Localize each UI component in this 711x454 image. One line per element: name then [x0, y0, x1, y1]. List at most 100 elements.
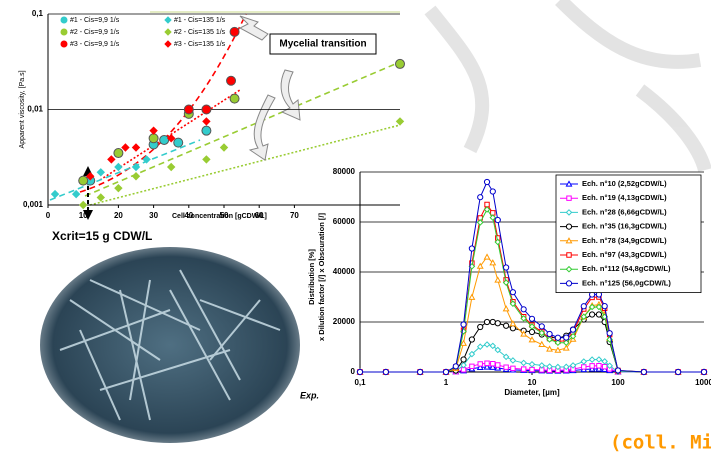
data-point: [676, 369, 681, 374]
x-tick-label: 100: [611, 378, 625, 387]
data-point: [485, 202, 489, 206]
x-tick-label: 10: [528, 378, 537, 387]
caption: Exp.: [300, 390, 319, 400]
data-point: [590, 364, 594, 368]
data-point: [590, 312, 595, 317]
data-point: [150, 127, 157, 134]
data-point: [133, 144, 140, 151]
data-point: [133, 173, 140, 180]
data-point: [547, 331, 552, 336]
data-point: [490, 319, 495, 324]
data-point: [470, 364, 474, 368]
data-point: [521, 307, 526, 312]
data-point: [203, 156, 210, 163]
data-point: [79, 176, 88, 185]
legend-label: #3 - Cis=9,9 1/s: [70, 41, 120, 48]
data-point: [615, 368, 620, 373]
data-point: [115, 163, 122, 170]
data-point: [469, 295, 474, 300]
data-point: [80, 202, 87, 209]
x-axis-label: Cell concentration [gCDW/L]: [172, 213, 267, 220]
data-point: [203, 118, 210, 125]
background-strokes: [430, 0, 705, 170]
slide: Mycelial transition Xcrit=15 g CDW/L Exp…: [0, 0, 711, 454]
legend-marker: [567, 253, 571, 257]
data-point: [122, 144, 129, 151]
data-point: [529, 362, 534, 367]
data-point: [590, 357, 595, 362]
data-point: [547, 346, 552, 351]
data-point: [530, 367, 534, 371]
data-point: [607, 331, 612, 336]
data-point: [484, 319, 489, 324]
x-tick-label: 30: [149, 211, 158, 220]
y-tick-label: 20000: [333, 317, 356, 326]
x-tick-label: 1: [444, 378, 449, 387]
data-point: [461, 357, 466, 362]
data-point: [555, 348, 560, 353]
legend-label: Ech. n°125 (56,0gCDW/L): [582, 278, 671, 287]
data-point: [511, 366, 515, 370]
x-tick-label: 1000: [695, 378, 711, 387]
y-axis-label: Apparent viscosity, [Pa.s]: [19, 70, 26, 148]
data-point: [469, 246, 474, 251]
legend-label: #3 - Cis=135 1/s: [174, 41, 226, 48]
data-point: [108, 156, 115, 163]
data-point: [73, 191, 80, 198]
data-point: [529, 329, 534, 334]
y-tick-label: 0: [351, 367, 356, 376]
data-point: [397, 118, 404, 125]
data-point: [701, 369, 706, 374]
data-point: [469, 337, 474, 342]
data-point: [221, 144, 228, 151]
x-tick-label: 0,1: [354, 378, 366, 387]
data-point: [160, 135, 169, 144]
data-point: [168, 163, 175, 170]
data-point: [97, 194, 104, 201]
data-point: [202, 105, 211, 114]
data-point: [521, 367, 525, 371]
data-point: [581, 304, 586, 309]
data-point: [510, 326, 515, 331]
annotation: Mycelial transition: [279, 39, 366, 50]
legend-marker: [165, 41, 171, 47]
data-point: [230, 94, 239, 103]
data-point: [582, 365, 586, 369]
data-point: [564, 335, 569, 340]
legend-label: Ech. n°78 (34,9gCDW/L): [582, 236, 667, 245]
data-point: [510, 358, 515, 363]
legend-label: #1 - Cis=135 1/s: [174, 17, 226, 24]
data-point: [478, 220, 483, 225]
data-point: [641, 369, 646, 374]
data-point: [114, 149, 123, 158]
data-point: [510, 290, 515, 295]
data-point: [490, 189, 495, 194]
data-point: [478, 324, 483, 329]
y-axis-label: x Dilution factor [/] x Obscuration [/]: [317, 213, 326, 341]
data-point: [443, 369, 448, 374]
data-point: [115, 185, 122, 192]
data-point: [149, 134, 158, 143]
legend-marker: [61, 29, 67, 35]
data-point: [504, 323, 509, 328]
legend-label: Ech. n°112 (54,8gCDW/L): [582, 264, 671, 273]
data-point: [504, 306, 509, 311]
legend-label: #2 - Cis=9,9 1/s: [70, 29, 120, 36]
data-point: [597, 364, 601, 368]
y-tick-label: 0,001: [23, 200, 44, 209]
data-point: [52, 191, 59, 198]
data-point: [485, 361, 489, 365]
data-point: [484, 342, 489, 347]
data-point: [504, 265, 509, 270]
annotation: Xcrit=15 g CDW/L: [52, 229, 152, 243]
data-point: [529, 337, 534, 342]
y-tick-label: 0,1: [32, 9, 44, 18]
data-point: [504, 365, 508, 369]
data-point: [602, 304, 607, 309]
x-tick-label: 10: [79, 211, 88, 220]
x-tick-label: 70: [290, 211, 299, 220]
data-point: [521, 360, 526, 365]
y-axis-label: Distribution [%]: [307, 249, 316, 305]
data-point: [539, 324, 544, 329]
data-point: [596, 312, 601, 317]
